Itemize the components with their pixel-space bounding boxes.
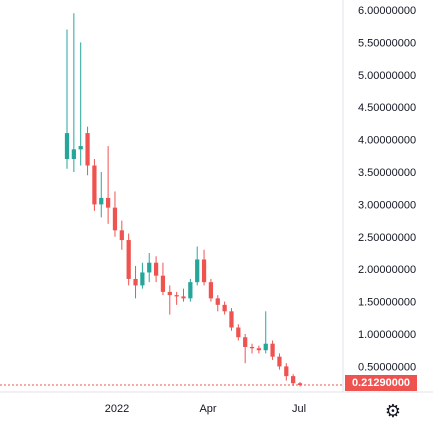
candle-body — [126, 240, 131, 279]
candle — [195, 246, 200, 286]
candle — [229, 308, 234, 331]
candle — [284, 363, 289, 381]
candle — [167, 285, 172, 315]
candle — [140, 262, 145, 289]
candle-body — [270, 343, 275, 357]
candle — [112, 191, 118, 237]
candle — [119, 220, 124, 250]
candle — [71, 13, 76, 172]
x-tick-label: 2022 — [105, 403, 129, 415]
candle — [174, 291, 179, 305]
candle — [133, 265, 138, 299]
y-tick-label: 0.50000000 — [358, 361, 416, 373]
candle-body — [64, 133, 70, 160]
candle — [201, 249, 207, 286]
candle-body — [263, 343, 268, 351]
candle — [126, 233, 131, 286]
x-tick-label: Jul — [292, 403, 306, 415]
y-tick-label: 6.00000000 — [358, 5, 416, 17]
y-tick-label: 1.50000000 — [358, 297, 416, 309]
candle-body — [99, 197, 104, 205]
candle — [222, 301, 227, 315]
y-tick-label: 4.00000000 — [358, 135, 416, 147]
candle — [92, 159, 97, 211]
candle-body — [229, 311, 234, 328]
x-axis: 2022 Apr Jul — [105, 403, 306, 415]
candle-body — [85, 133, 90, 166]
candle-body — [119, 230, 124, 241]
y-tick-label: 1.00000000 — [358, 329, 416, 341]
candle — [78, 42, 83, 166]
candle-body — [147, 262, 152, 273]
candle — [291, 374, 296, 386]
candle — [105, 146, 111, 224]
candle — [160, 262, 166, 296]
candle-body — [160, 275, 166, 292]
candles — [64, 13, 303, 387]
candle-body — [174, 295, 179, 297]
candle-body — [284, 366, 289, 377]
candle — [147, 253, 152, 283]
candle — [85, 126, 90, 176]
candle — [215, 295, 220, 312]
y-tick-label: 3.50000000 — [358, 167, 416, 179]
y-tick-label: 2.50000000 — [358, 232, 416, 244]
candle-body — [167, 291, 172, 296]
candle-body — [243, 337, 248, 347]
candle-body — [71, 149, 76, 160]
candle-body — [236, 327, 241, 338]
candle-body — [188, 282, 193, 299]
candle — [208, 278, 214, 302]
candle-body — [112, 207, 118, 231]
candle-body — [140, 272, 145, 286]
candle-body — [222, 304, 227, 312]
candle — [249, 343, 255, 354]
candle-body — [249, 346, 255, 349]
candle-body — [291, 376, 296, 384]
candle-body — [297, 383, 303, 386]
candle-body — [153, 262, 159, 276]
candle-body — [78, 146, 83, 150]
candle — [297, 381, 303, 387]
candle — [243, 334, 248, 364]
candle — [277, 353, 282, 370]
y-tick-label: 3.00000000 — [358, 199, 416, 211]
candle-body — [208, 282, 214, 299]
candle-body — [201, 259, 207, 283]
x-tick-label: Apr — [199, 403, 216, 415]
candle — [153, 256, 159, 283]
candle-body — [215, 298, 220, 305]
candle — [256, 345, 262, 354]
candle — [64, 29, 70, 169]
candle — [270, 340, 275, 360]
candle — [181, 288, 186, 302]
last-price-badge: 0.21290000 — [345, 375, 417, 391]
candle-body — [105, 197, 111, 208]
candle-body — [133, 278, 138, 286]
y-tick-label: 4.50000000 — [358, 102, 416, 114]
y-tick-label: 5.50000000 — [358, 37, 416, 49]
y-axis: 6.00000000 5.50000000 5.00000000 4.50000000… — [358, 5, 416, 373]
candle-body — [256, 348, 262, 351]
settings-gear-icon[interactable]: ⚙ — [384, 401, 402, 421]
candle-body — [181, 296, 186, 299]
y-tick-label: 2.00000000 — [358, 264, 416, 276]
candle — [263, 311, 268, 354]
candle — [236, 324, 241, 341]
candle-body — [195, 259, 200, 283]
candle-body — [92, 165, 97, 205]
candle-body — [277, 356, 282, 367]
y-tick-label: 5.00000000 — [358, 70, 416, 82]
candle — [99, 172, 104, 218]
candle — [188, 278, 193, 302]
